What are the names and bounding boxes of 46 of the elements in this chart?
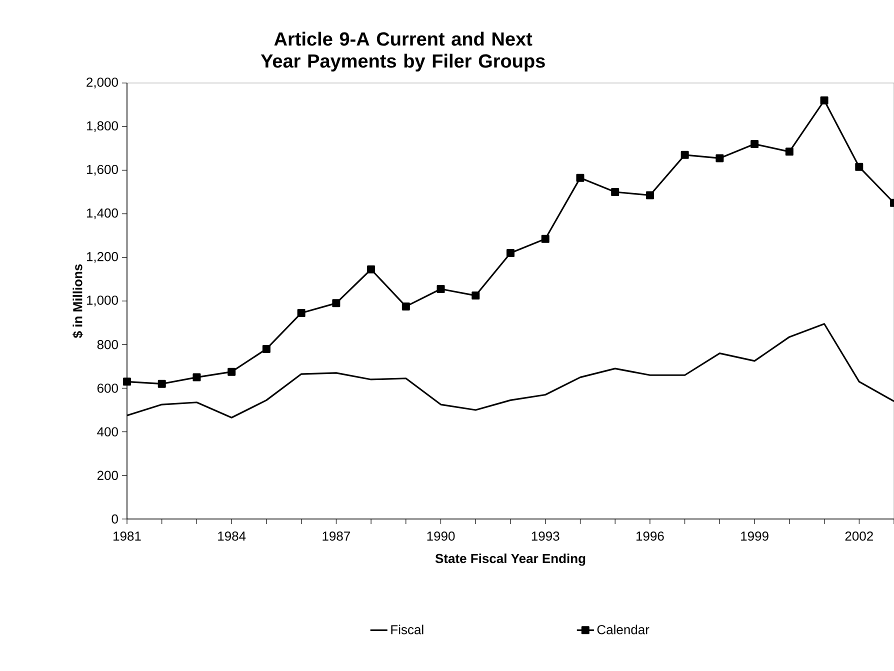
point: [332, 299, 340, 308]
point: [750, 140, 759, 148]
point: [402, 302, 410, 310]
point: [576, 174, 584, 182]
point: [541, 234, 550, 243]
y-tick-label: 600: [97, 384, 118, 393]
point: [820, 96, 828, 104]
y-tick-label: 1,400: [86, 208, 118, 220]
point: [297, 308, 306, 317]
point: [158, 380, 166, 388]
y-tick-label: 1,000: [86, 296, 118, 306]
y-tick-label: 1,200: [86, 252, 118, 263]
point: [436, 285, 445, 294]
point: [680, 150, 689, 159]
x-tick-label: 2002: [845, 532, 873, 541]
legend-label: Calendar: [597, 624, 650, 634]
point: [646, 191, 654, 200]
x-axis-title: State Fiscal Year Ending: [435, 554, 586, 566]
y-tick-label: 1,800: [86, 121, 118, 132]
point: [228, 368, 236, 376]
point: [855, 162, 864, 171]
point: [785, 148, 794, 156]
point: [262, 344, 270, 353]
x-tick-label: 1993: [532, 532, 560, 541]
y-tick-label: 800: [97, 340, 118, 350]
y-tick-label: 1,600: [86, 164, 118, 176]
point: [472, 292, 480, 300]
x-tick-label: 1987: [322, 532, 350, 541]
point: [367, 265, 376, 274]
y-tick-label: 400: [97, 427, 118, 436]
y-tick-label: 200: [97, 470, 118, 480]
y-tick-label: 2,000: [86, 78, 118, 88]
x-tick-label: 1981: [114, 532, 141, 541]
point: [123, 378, 131, 386]
x-tick-label: 1999: [741, 532, 768, 541]
chart-title: Article 9-A Current and Next Year Payments by Filer Groups: [260, 32, 545, 72]
x-tick-label: 1990: [427, 532, 455, 541]
point: [611, 188, 620, 196]
x-tick-label: 1984: [218, 532, 246, 541]
y-axis-title: $ in Millions: [72, 264, 84, 338]
point: [192, 373, 201, 382]
y-tick-label: 0: [112, 514, 118, 524]
point: [716, 154, 724, 162]
x-tick-label: 1996: [636, 532, 664, 541]
legend-label: Fiscal: [391, 624, 424, 634]
point: [506, 249, 515, 258]
